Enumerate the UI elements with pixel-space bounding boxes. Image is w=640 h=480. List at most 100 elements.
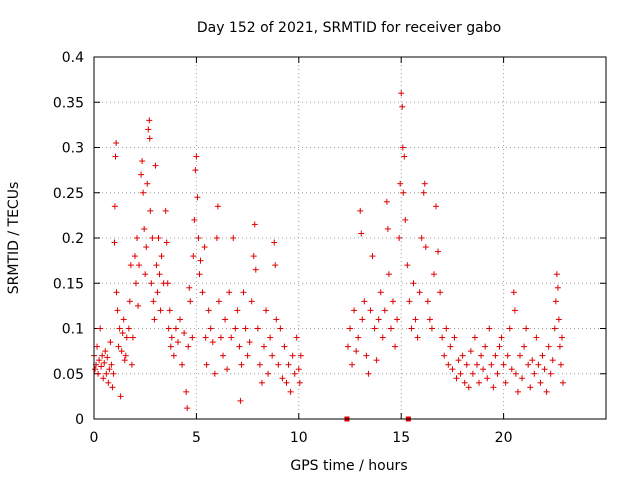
data-point bbox=[146, 117, 153, 124]
data-point bbox=[252, 266, 259, 273]
data-point bbox=[519, 375, 526, 382]
data-point bbox=[398, 90, 405, 97]
data-point bbox=[113, 139, 120, 146]
data-point bbox=[437, 289, 444, 296]
data-point bbox=[162, 207, 169, 214]
data-point bbox=[254, 325, 261, 332]
data-point bbox=[194, 194, 201, 201]
data-point bbox=[102, 348, 109, 355]
data-point bbox=[511, 307, 518, 314]
data-point bbox=[553, 271, 560, 278]
data-point bbox=[533, 334, 540, 341]
data-point bbox=[496, 343, 503, 350]
data-point bbox=[401, 153, 408, 160]
data-point bbox=[547, 370, 554, 377]
data-point bbox=[128, 361, 135, 368]
data-point bbox=[209, 339, 216, 346]
data-point bbox=[143, 244, 150, 251]
data-point bbox=[399, 103, 406, 110]
data-point bbox=[478, 352, 485, 359]
data-point bbox=[186, 284, 193, 291]
data-point bbox=[131, 253, 138, 260]
data-point bbox=[297, 352, 304, 359]
data-point bbox=[267, 334, 274, 341]
x-tick-label: 0 bbox=[90, 430, 99, 446]
data-point bbox=[120, 316, 127, 323]
data-point bbox=[104, 354, 111, 361]
data-point bbox=[383, 198, 390, 205]
data-point bbox=[152, 162, 159, 169]
data-point bbox=[369, 253, 376, 260]
data-point bbox=[172, 325, 179, 332]
data-point bbox=[214, 203, 221, 210]
data-point bbox=[355, 334, 362, 341]
data-point bbox=[422, 244, 429, 251]
plot-frame bbox=[93, 56, 607, 420]
data-point bbox=[154, 289, 161, 296]
data-point bbox=[168, 334, 175, 341]
data-point bbox=[399, 144, 406, 151]
data-point bbox=[203, 361, 210, 368]
data-point bbox=[525, 361, 532, 368]
data-point bbox=[115, 343, 122, 350]
data-point bbox=[461, 379, 468, 386]
x-tick-label: 5 bbox=[192, 430, 201, 446]
data-point bbox=[149, 235, 156, 241]
data-point bbox=[287, 388, 294, 395]
data-point bbox=[106, 366, 113, 373]
axis-ticks: 0 0.05 0.1 0.15 0.2 0.25 0.3 0.35 0.4 0 5 10 15 20 bbox=[53, 50, 606, 446]
data-point bbox=[113, 289, 120, 296]
data-point bbox=[192, 167, 199, 174]
data-point bbox=[226, 289, 233, 296]
data-point bbox=[359, 316, 366, 323]
data-point bbox=[273, 316, 280, 323]
data-point bbox=[191, 216, 198, 223]
data-point bbox=[557, 361, 564, 368]
data-point bbox=[199, 289, 206, 296]
data-point bbox=[379, 334, 386, 341]
data-point bbox=[190, 253, 197, 260]
data-point bbox=[174, 339, 181, 346]
data-point bbox=[217, 334, 224, 341]
data-point bbox=[371, 325, 378, 332]
data-point bbox=[132, 280, 139, 287]
data-point bbox=[272, 262, 279, 269]
data-point bbox=[510, 289, 517, 296]
data-point bbox=[554, 284, 561, 291]
data-point bbox=[373, 357, 380, 364]
data-point bbox=[397, 180, 404, 187]
data-point bbox=[281, 343, 288, 350]
data-point bbox=[375, 316, 382, 323]
data-point bbox=[430, 271, 437, 278]
data-point bbox=[177, 316, 184, 323]
data-point bbox=[144, 180, 151, 187]
data-point bbox=[492, 352, 499, 359]
data-point bbox=[94, 343, 101, 350]
data-point bbox=[457, 370, 464, 377]
data-point bbox=[97, 325, 104, 332]
data-point bbox=[363, 352, 370, 359]
data-point bbox=[559, 379, 566, 386]
data-point bbox=[142, 271, 149, 278]
data-point bbox=[234, 307, 241, 314]
data-point bbox=[260, 343, 267, 350]
data-point bbox=[158, 253, 165, 260]
data-point bbox=[473, 361, 480, 368]
data-point bbox=[263, 307, 270, 314]
data-point bbox=[406, 298, 413, 305]
data-point bbox=[545, 343, 552, 350]
data-point bbox=[449, 366, 456, 373]
data-point bbox=[201, 244, 208, 251]
data-point bbox=[146, 135, 153, 142]
data-point bbox=[291, 370, 298, 377]
data-point bbox=[111, 203, 118, 210]
data-point bbox=[135, 302, 142, 309]
data-point bbox=[193, 153, 200, 160]
data-point bbox=[549, 357, 556, 364]
data-point bbox=[250, 253, 257, 260]
data-point bbox=[289, 352, 296, 359]
data-point bbox=[163, 239, 170, 246]
data-point bbox=[392, 343, 399, 350]
data-point bbox=[240, 289, 247, 296]
data-point bbox=[408, 325, 415, 332]
